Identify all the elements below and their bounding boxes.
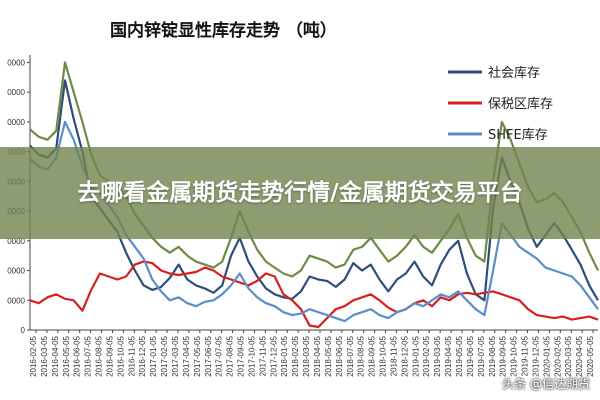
x-axis-ticks: 2016-02-05 2016-03-05 2016-04-05 2016-05-05… (29, 330, 595, 377)
x-tick-label: 2020-02-05 (553, 335, 562, 376)
x-tick-label: 2017-11-05 (258, 335, 267, 376)
x-tick-label: 2020-03-05 (564, 335, 573, 376)
x-tick-label: 2017-03-05 (171, 335, 180, 376)
x-tick-label: 2019-11-05 (521, 335, 530, 376)
x-tick-label: 2017-04-05 (182, 335, 191, 376)
promo-banner[interactable]: 去哪看金属期货走势行情/金属期货交易平台 (0, 147, 600, 239)
x-tick-label: 2017-06-05 (204, 335, 213, 376)
x-tick-label: 2018-02-05 (291, 335, 300, 376)
x-tick-label: 2017-09-05 (237, 335, 246, 376)
banner-title[interactable]: 去哪看金属期货走势行情/金属期货交易平台 (77, 180, 523, 206)
legend-label: 保税区库存 (488, 96, 553, 112)
x-tick-label: 2016-06-05 (73, 335, 82, 376)
x-tick-label: 2018-04-05 (313, 335, 322, 376)
x-tick-label: 2018-11-05 (389, 335, 398, 376)
x-tick-label: 2017-08-05 (226, 335, 235, 376)
x-tick-label: 2019-07-05 (477, 335, 486, 376)
x-tick-label: 2017-02-05 (160, 335, 169, 376)
x-tick-label: 2019-08-05 (488, 335, 497, 376)
x-tick-label: 2017-07-05 (215, 335, 224, 376)
x-tick-label: 2019-09-05 (499, 335, 508, 376)
x-tick-label: 2016-03-05 (40, 335, 49, 376)
x-tick-label: 2018-01-05 (280, 335, 289, 376)
x-tick-label: 2016-10-05 (116, 335, 125, 376)
x-tick-label: 2018-09-05 (368, 335, 377, 376)
x-tick-label: 2019-10-05 (510, 335, 519, 376)
x-tick-label: 2018-10-05 (379, 335, 388, 376)
x-tick-label: 2020-04-05 (575, 335, 584, 376)
x-tick-label: 2016-09-05 (105, 335, 114, 376)
series-line-保税区库存 (29, 260, 599, 329)
x-tick-label: 2019-06-05 (466, 335, 475, 376)
x-tick-label: 2018-03-05 (302, 335, 311, 376)
x-tick-label: 2019-05-05 (455, 335, 464, 376)
x-tick-label: 2018-08-05 (357, 335, 366, 376)
x-tick-label: 2016-05-05 (62, 335, 71, 376)
x-tick-label: 2019-02-05 (422, 335, 431, 376)
x-tick-label: 2017-05-05 (193, 335, 202, 376)
x-tick-label: 2018-05-05 (324, 335, 333, 376)
x-tick-label: 2019-01-05 (411, 335, 420, 376)
x-tick-label: 2017-10-05 (247, 335, 256, 376)
x-tick-label: 2017-12-05 (269, 335, 278, 376)
x-tick-label: 2019-03-05 (433, 335, 442, 376)
y-tick-label: 0000 (7, 267, 25, 276)
x-tick-label: 2016-04-05 (51, 335, 60, 376)
legend-label: SHFE库存 (488, 127, 548, 143)
x-tick-label: 2018-07-05 (346, 335, 355, 376)
y-tick-label: 0 (21, 326, 26, 335)
x-tick-label: 2020-01-05 (542, 335, 551, 376)
legend-label: 社会库存 (488, 65, 540, 81)
x-tick-label: 2019-12-05 (531, 335, 540, 376)
x-tick-label: 2019-04-05 (444, 335, 453, 376)
chart-title: 国内锌锭显性库存走势 （吨） (110, 20, 337, 41)
y-tick-label: 0000 (7, 88, 25, 97)
x-tick-label: 2017-01-05 (149, 335, 158, 376)
y-tick-label: 0000 (7, 237, 25, 246)
y-tick-label: 0000 (7, 58, 25, 67)
x-tick-label: 2018-12-05 (400, 335, 409, 376)
x-tick-label: 2016-08-05 (95, 335, 104, 376)
x-tick-label: 2016-02-05 (29, 335, 38, 376)
x-tick-label: 2018-06-05 (335, 335, 344, 376)
y-tick-label: 0000 (7, 118, 25, 127)
x-tick-label: 2016-12-05 (138, 335, 147, 376)
x-tick-label: 2020-05-05 (586, 335, 595, 376)
watermark: 头条 @信达期货 (502, 377, 590, 391)
y-tick-label: 0000 (7, 296, 25, 305)
x-tick-label: 2016-07-05 (84, 335, 93, 376)
x-tick-label: 2016-11-05 (127, 335, 136, 376)
